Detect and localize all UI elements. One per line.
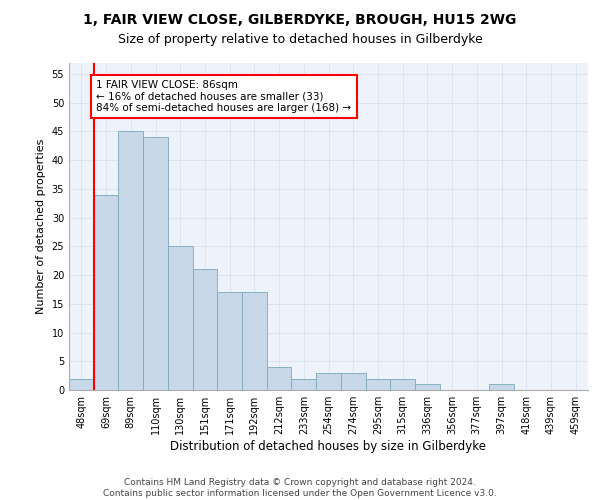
Bar bbox=[267, 367, 292, 390]
Text: 1, FAIR VIEW CLOSE, GILBERDYKE, BROUGH, HU15 2WG: 1, FAIR VIEW CLOSE, GILBERDYKE, BROUGH, … bbox=[83, 12, 517, 26]
Text: Size of property relative to detached houses in Gilberdyke: Size of property relative to detached ho… bbox=[118, 32, 482, 46]
Bar bbox=[69, 378, 94, 390]
Bar bbox=[341, 373, 365, 390]
X-axis label: Distribution of detached houses by size in Gilberdyke: Distribution of detached houses by size … bbox=[170, 440, 487, 453]
Bar bbox=[118, 132, 143, 390]
Y-axis label: Number of detached properties: Number of detached properties bbox=[36, 138, 46, 314]
Bar bbox=[193, 270, 217, 390]
Bar bbox=[292, 378, 316, 390]
Bar bbox=[415, 384, 440, 390]
Bar bbox=[390, 378, 415, 390]
Bar bbox=[316, 373, 341, 390]
Bar bbox=[94, 194, 118, 390]
Bar bbox=[489, 384, 514, 390]
Text: Contains HM Land Registry data © Crown copyright and database right 2024.
Contai: Contains HM Land Registry data © Crown c… bbox=[103, 478, 497, 498]
Bar bbox=[168, 246, 193, 390]
Bar bbox=[143, 137, 168, 390]
Bar bbox=[242, 292, 267, 390]
Bar bbox=[217, 292, 242, 390]
Text: 1 FAIR VIEW CLOSE: 86sqm
← 16% of detached houses are smaller (33)
84% of semi-d: 1 FAIR VIEW CLOSE: 86sqm ← 16% of detach… bbox=[96, 80, 352, 113]
Bar bbox=[365, 378, 390, 390]
